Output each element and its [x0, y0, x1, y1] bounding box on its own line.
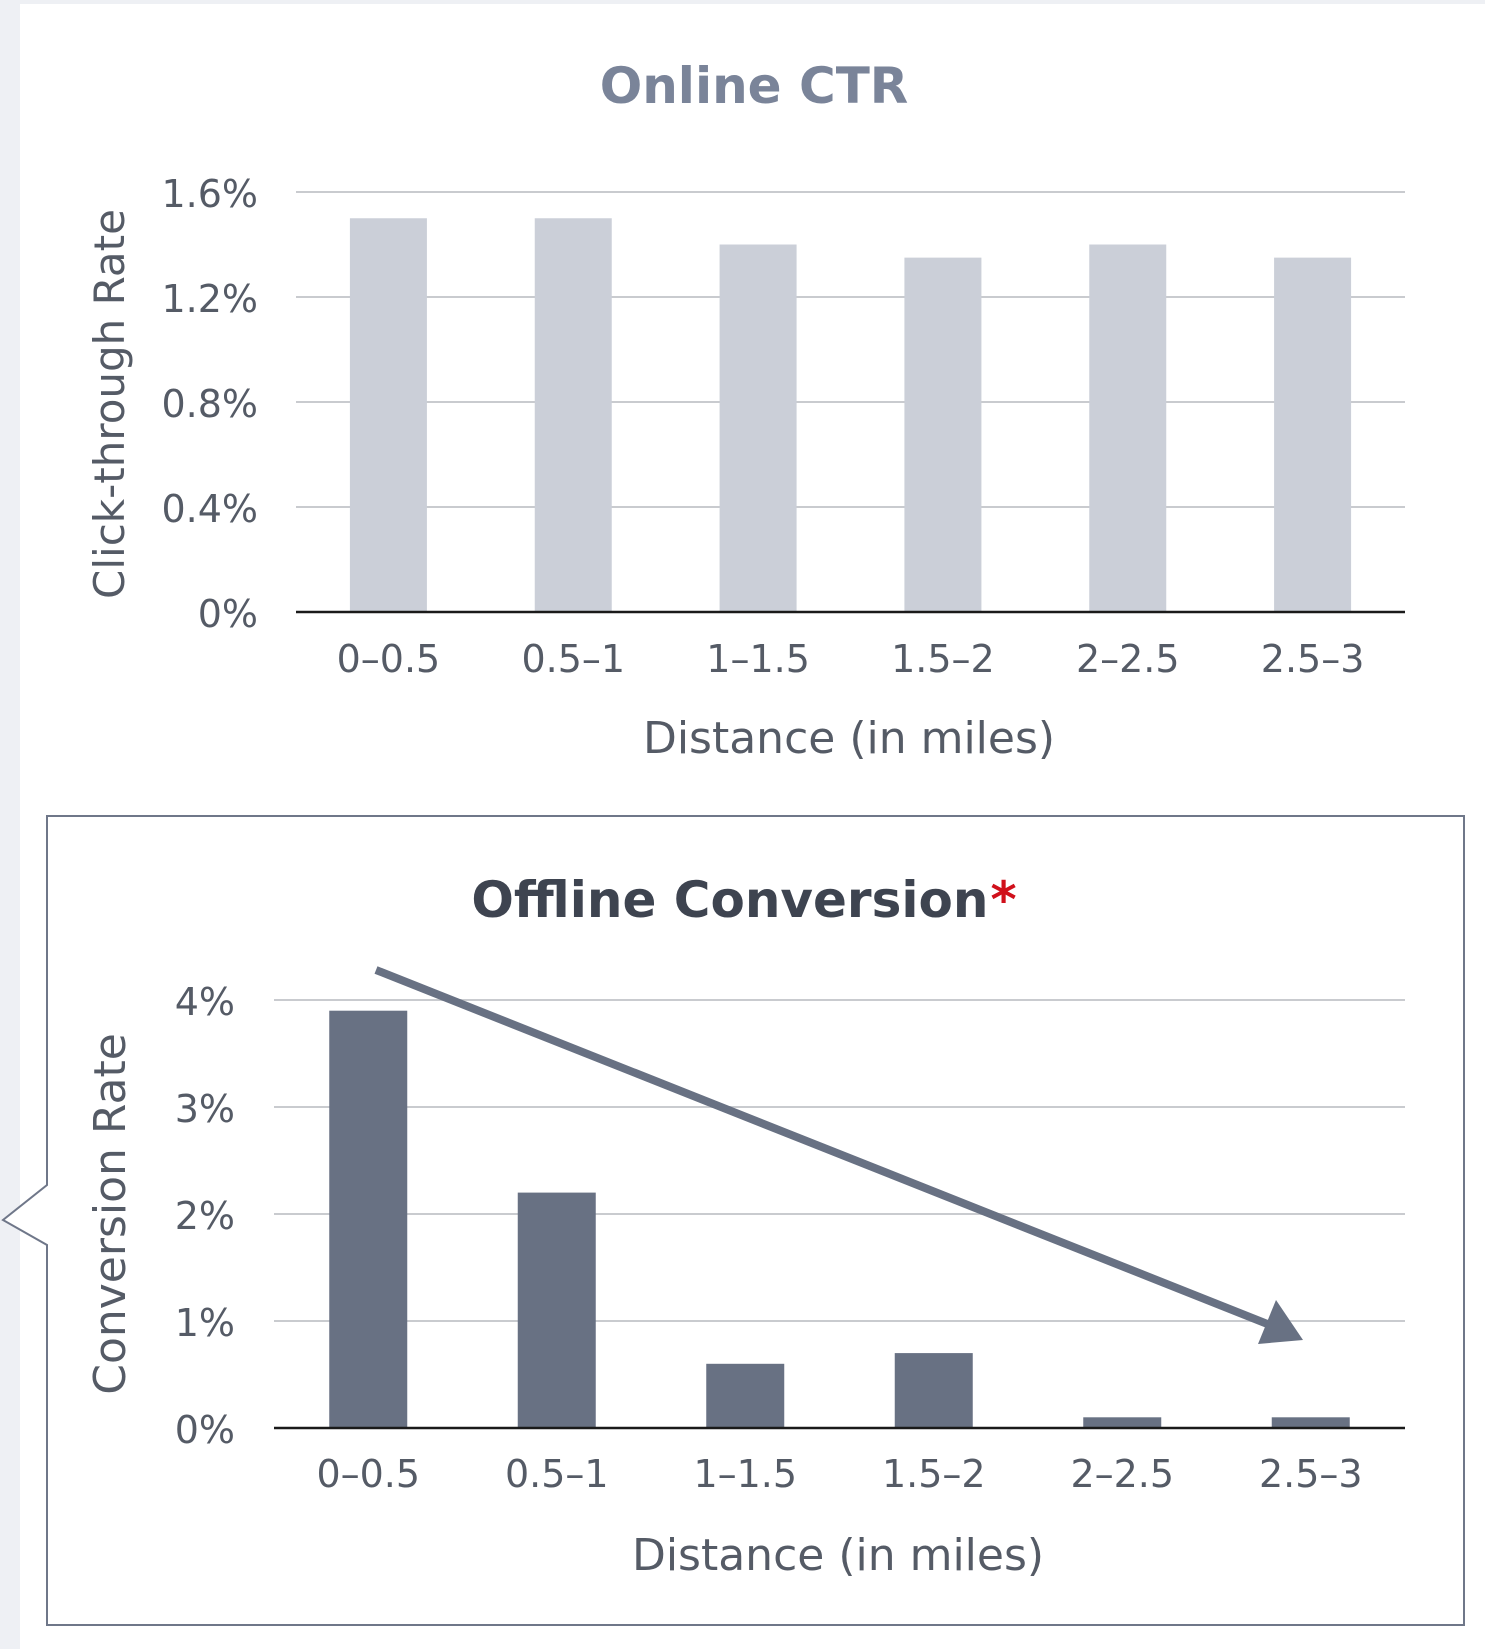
- c2-bar: [1271, 1417, 1350, 1428]
- chart-2-x-tick-labels: 0–0.5 0.5–1 1–1.5 1.5–2 2–2.5 2.5–3: [316, 1452, 1362, 1496]
- c1-y-tick-label: 0.4%: [161, 487, 258, 531]
- c2-bar: [517, 1192, 596, 1428]
- offline-conversion-chart: Offline Conversion* 0% 1% 2% 3% 4% 0–0.5 0.5–…: [1, 815, 1465, 1626]
- c2-x-tick-label: 1–1.5: [693, 1452, 797, 1496]
- c2-bar: [894, 1353, 973, 1428]
- c1-x-tick-label: 2.5–3: [1261, 637, 1365, 681]
- chart-2-title: Offline Conversion*: [471, 871, 1016, 929]
- chart-1-bars: [349, 218, 1352, 612]
- c2-bar: [1083, 1417, 1162, 1428]
- chart-1-gridlines: [296, 191, 1405, 508]
- c2-y-tick-label: 3%: [175, 1087, 235, 1131]
- c2-bar: [329, 1010, 408, 1428]
- c1-y-tick-label: 1.6%: [161, 172, 258, 216]
- chart-1-y-axis-label: Click-through Rate: [85, 209, 134, 599]
- c2-x-tick-label: 1.5–2: [882, 1452, 986, 1496]
- chart-2-y-tick-labels: 0% 1% 2% 3% 4%: [175, 980, 235, 1452]
- c1-bar: [1274, 257, 1352, 612]
- chart-2-y-axis-label: Conversion Rate: [85, 1033, 136, 1395]
- c2-x-tick-label: 2.5–3: [1259, 1452, 1363, 1496]
- chart-2-x-axis-label: Distance (in miles): [632, 1530, 1044, 1581]
- c2-bar: [706, 1363, 785, 1428]
- c2-x-tick-label: 0–0.5: [316, 1452, 420, 1496]
- chart-1-y-tick-labels: 0% 0.4% 0.8% 1.2% 1.6%: [161, 172, 258, 636]
- c1-bar: [904, 257, 982, 612]
- c1-bar: [534, 218, 612, 612]
- c2-x-tick-label: 2–2.5: [1070, 1452, 1174, 1496]
- c2-x-tick-label: 0.5–1: [505, 1452, 609, 1496]
- chart-1-x-axis-label: Distance (in miles): [643, 713, 1055, 764]
- c1-bar: [349, 218, 427, 612]
- c2-y-tick-label: 0%: [175, 1408, 235, 1452]
- online-ctr-chart: Online CTR 0% 0.4% 0.8% 1.2% 1.6% 0–0.5 0.5–1…: [85, 57, 1405, 764]
- chart-2-bars: [329, 1010, 1350, 1428]
- c1-x-tick-label: 1.5–2: [891, 637, 995, 681]
- c2-y-tick-label: 2%: [175, 1194, 235, 1238]
- c1-y-tick-label: 0%: [198, 592, 258, 636]
- c1-y-tick-label: 0.8%: [161, 382, 258, 426]
- c2-y-tick-label: 4%: [175, 980, 235, 1024]
- c2-y-tick-label: 1%: [175, 1301, 235, 1345]
- c1-x-tick-label: 1–1.5: [706, 637, 810, 681]
- chart-1-title: Online CTR: [600, 57, 909, 115]
- chart-1-x-tick-labels: 0–0.5 0.5–1 1–1.5 1.5–2 2–2.5 2.5–3: [337, 637, 1365, 681]
- c1-x-tick-label: 0.5–1: [521, 637, 625, 681]
- c1-y-tick-label: 1.2%: [161, 277, 258, 321]
- c1-x-tick-label: 0–0.5: [337, 637, 441, 681]
- c1-bar: [1089, 244, 1167, 612]
- c1-bar: [719, 244, 797, 612]
- chart-2-gridlines: [274, 999, 1405, 1322]
- trend-arrow-icon: [374, 966, 1303, 1344]
- c1-x-tick-label: 2–2.5: [1076, 637, 1180, 681]
